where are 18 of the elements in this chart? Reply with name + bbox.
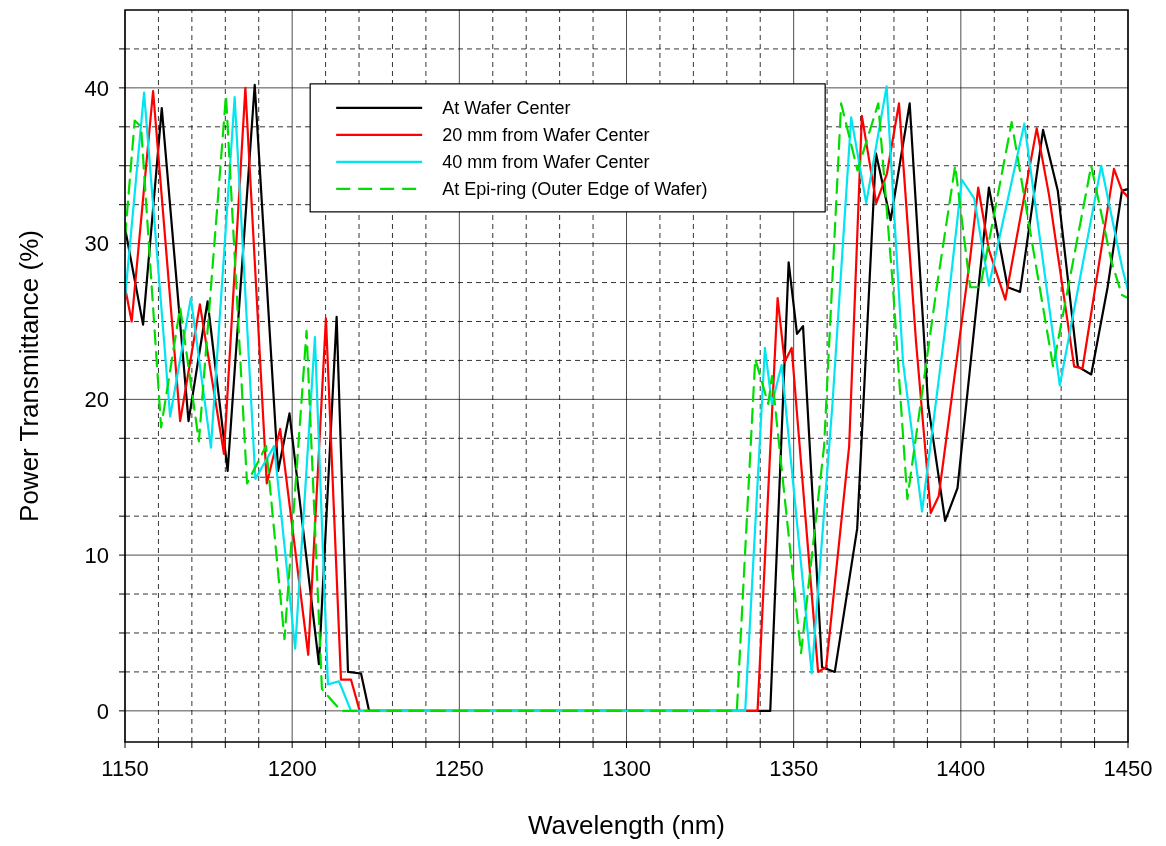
y-tick-label: 20 [84,387,109,413]
x-tick-label: 1150 [101,756,149,781]
y-axis-title: Power Transmittance (%) [14,230,44,522]
y-tick-label: 40 [84,75,109,101]
x-tick-label: 1350 [769,756,819,781]
legend-label: 20 mm from Wafer Center [442,125,650,146]
y-tick-label: 10 [84,542,109,568]
legend-label: At Wafer Center [442,98,571,119]
x-tick-label: 1450 [1103,756,1153,781]
x-tick-label: 1400 [936,756,986,781]
y-tick-label: 30 [84,231,109,257]
x-tick-label: 1200 [267,756,317,781]
y-tick-label: 0 [96,698,109,724]
legend-label: 40 mm from Wafer Center [442,152,650,173]
x-tick-label: 1250 [434,756,484,781]
legend-label: At Epi-ring (Outer Edge of Wafer) [442,179,708,200]
x-axis-title: Wavelength (nm) [528,810,725,840]
x-tick-label: 1300 [602,756,651,781]
